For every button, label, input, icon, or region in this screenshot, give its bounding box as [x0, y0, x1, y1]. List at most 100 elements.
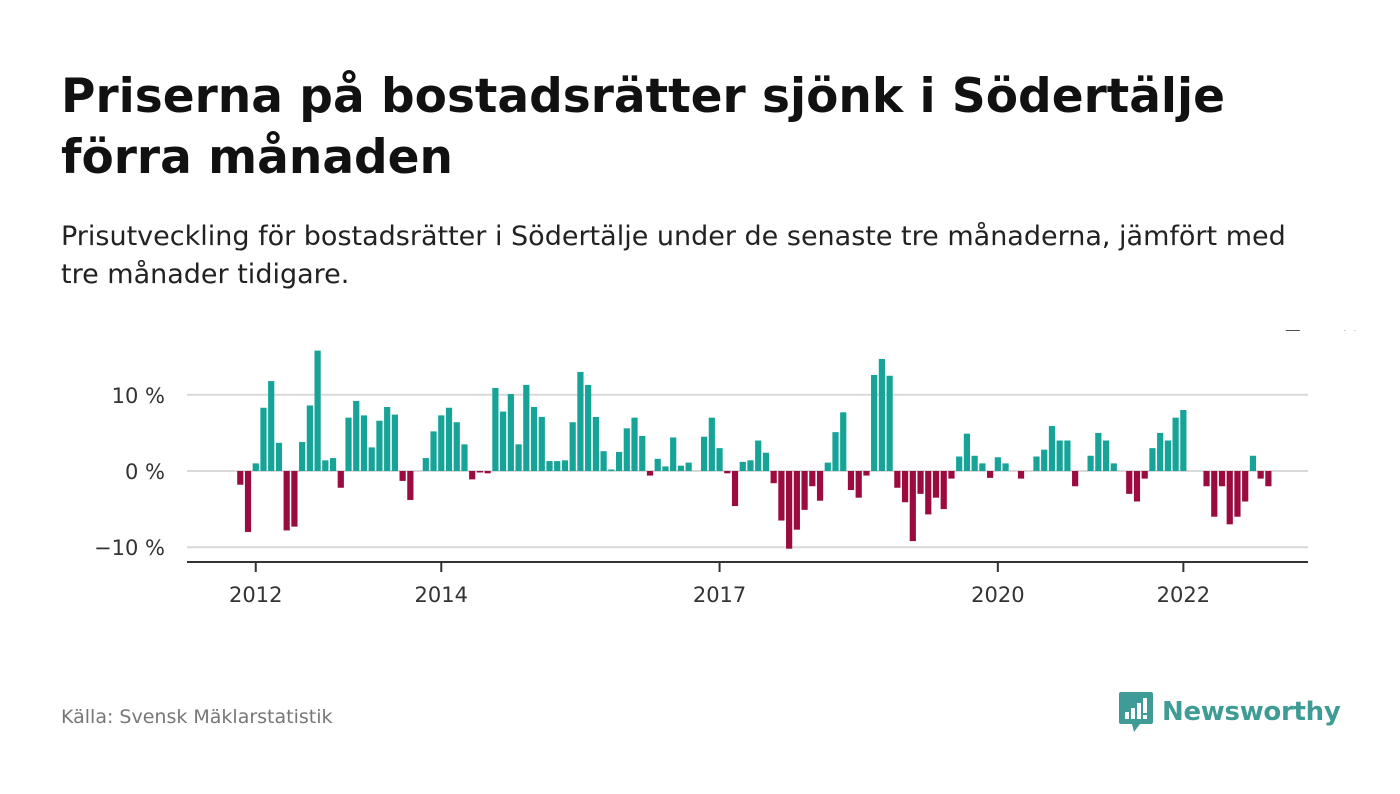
bar	[847, 471, 855, 491]
bar	[1002, 463, 1009, 471]
bar	[1226, 471, 1233, 525]
bar	[422, 458, 429, 471]
bar	[878, 358, 885, 471]
bar	[1203, 471, 1210, 487]
bar	[1180, 410, 1187, 471]
bar	[306, 405, 313, 471]
bar	[956, 456, 963, 471]
bar	[832, 432, 839, 471]
bar	[376, 420, 383, 471]
bar	[391, 414, 398, 471]
bar	[747, 460, 754, 471]
bar	[925, 471, 932, 515]
x-tick-label: 2020	[971, 583, 1024, 607]
brand-logo[interactable]: Newsworthy	[1118, 690, 1341, 734]
y-tick-label: 0 %	[125, 460, 165, 484]
bar	[453, 422, 460, 471]
bar	[237, 471, 244, 485]
x-tick-label: 2014	[415, 583, 468, 607]
bar	[554, 461, 561, 471]
source-note: Källa: Svensk Mäklarstatistik	[61, 706, 333, 728]
bar	[685, 462, 692, 471]
bar	[662, 466, 669, 471]
bar	[1218, 471, 1226, 487]
bar	[1172, 417, 1179, 471]
bar	[863, 471, 870, 476]
bar	[515, 444, 522, 471]
bar	[399, 471, 406, 481]
bar	[971, 455, 978, 471]
bar	[886, 375, 893, 471]
bar	[345, 417, 352, 471]
bar	[1149, 448, 1156, 471]
bar	[1041, 449, 1048, 471]
bar	[322, 460, 329, 471]
bar	[646, 471, 654, 476]
bar	[592, 416, 599, 471]
bar	[476, 471, 484, 473]
bar	[801, 471, 808, 510]
bar	[275, 442, 283, 471]
bar	[724, 471, 731, 474]
bar	[1033, 456, 1040, 471]
bar	[368, 447, 375, 471]
bar	[492, 387, 499, 471]
bar	[824, 462, 831, 471]
bar	[360, 415, 368, 471]
bar	[469, 471, 476, 480]
x-tick-label: 2012	[229, 583, 282, 607]
bar	[786, 471, 793, 549]
bar	[963, 433, 971, 471]
bar	[523, 384, 530, 471]
bar	[1242, 471, 1249, 502]
bar-chart: 10 % 0 % −10 % 2012 2014 2017 2020 2022 −2 %	[94, 330, 1359, 607]
bar	[1249, 455, 1257, 471]
chart-title: Priserna på bostadsrätter sjönk i Södert…	[61, 69, 1226, 185]
bar	[600, 451, 607, 471]
bar	[809, 471, 816, 487]
bar	[909, 471, 916, 542]
bar	[329, 458, 337, 471]
bar	[1102, 440, 1110, 471]
bar	[615, 451, 623, 471]
y-tick-label: −10 %	[94, 536, 165, 560]
bar	[561, 460, 569, 471]
bar	[407, 471, 414, 500]
bar	[816, 471, 824, 501]
bar	[770, 471, 777, 484]
bar	[979, 463, 986, 471]
bar	[1087, 455, 1094, 471]
bar	[530, 406, 538, 471]
bar	[1257, 471, 1264, 479]
bar	[353, 400, 360, 471]
bar	[778, 471, 785, 521]
bar	[1095, 432, 1102, 471]
bars	[237, 350, 1272, 549]
x-tick-label: 2022	[1157, 583, 1210, 607]
bar	[337, 471, 344, 488]
bar	[1211, 471, 1218, 517]
bar	[639, 435, 646, 471]
bar	[631, 417, 638, 471]
bar	[840, 412, 847, 471]
newsworthy-logo-icon	[1119, 692, 1153, 732]
bar	[299, 442, 306, 471]
bar	[1234, 471, 1241, 517]
bar	[623, 428, 630, 471]
bar	[252, 463, 259, 471]
x-tick-label: 2017	[693, 583, 746, 607]
bar	[871, 374, 878, 471]
bar	[314, 350, 321, 471]
bar	[731, 471, 739, 507]
chart-subtitle: Prisutveckling för bostadsrätter i Söder…	[61, 221, 1286, 290]
bar	[577, 371, 584, 471]
bar	[932, 471, 940, 498]
bar	[755, 440, 762, 471]
bar	[1126, 471, 1133, 494]
bar	[901, 471, 909, 503]
brand-name: Newsworthy	[1162, 697, 1341, 727]
bar	[585, 384, 592, 471]
bar	[438, 415, 445, 471]
bar	[917, 471, 924, 494]
bar	[793, 471, 800, 530]
